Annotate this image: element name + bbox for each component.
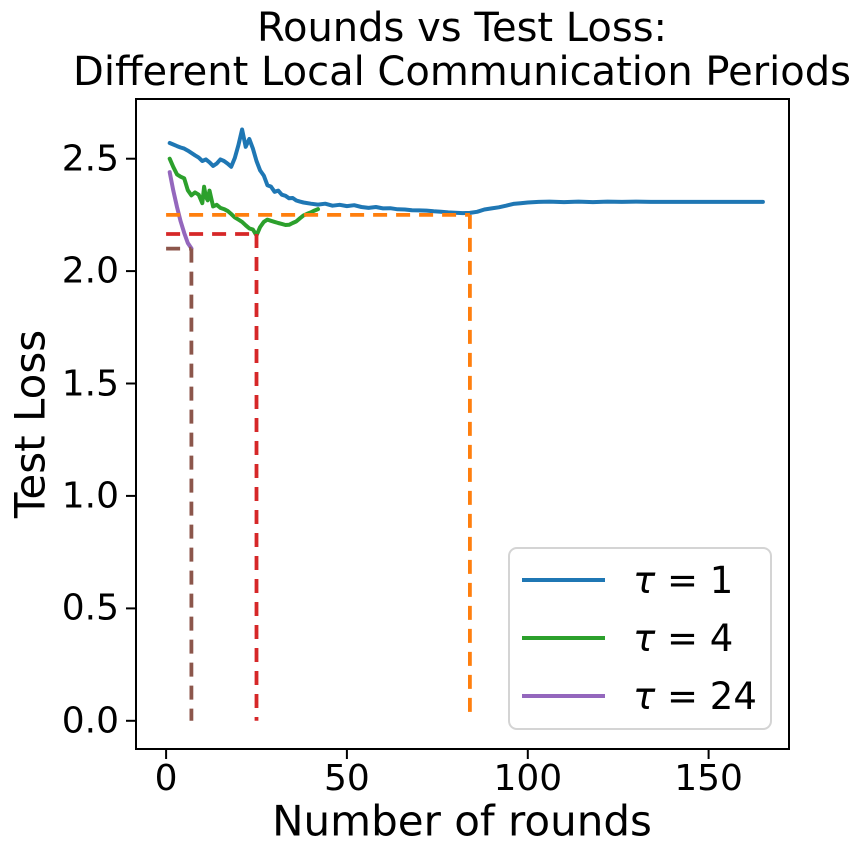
legend-label-text: = 24: [655, 674, 757, 718]
y-tick-label: 1.0: [61, 475, 119, 517]
y-tick-label: 0.0: [61, 700, 119, 742]
plot-svg: [126, 98, 790, 759]
y-tick-label: 0.5: [61, 587, 119, 629]
x-tick-label: 150: [674, 758, 743, 799]
y-tick-label: 2.5: [61, 138, 119, 180]
tau-symbol: τ: [633, 558, 656, 602]
legend-label-text: = 4: [655, 616, 734, 660]
legend-entry: τ = 4: [510, 609, 770, 667]
series-line-2: [167, 156, 320, 238]
x-tick-label: 0: [154, 758, 178, 799]
chart-title-line-2: Different Local Communication Periods: [73, 49, 851, 95]
plot-spines: [135, 98, 790, 750]
x-tick-label: 100: [493, 758, 563, 799]
legend-label: τ = 4: [633, 617, 733, 660]
legend-line-sample: [522, 578, 605, 582]
y-tick-label: 1.5: [61, 363, 119, 404]
legend-entry: τ = 24: [510, 667, 770, 725]
x-tick-label: 50: [323, 758, 370, 799]
legend-label: τ = 1: [633, 559, 733, 602]
tau-symbol: τ: [633, 616, 656, 660]
y-tick-label: 2.0: [61, 250, 119, 292]
legend-label-text: = 1: [655, 558, 734, 602]
legend-line-sample: [522, 636, 605, 640]
x-axis-label: Number of rounds: [272, 796, 652, 846]
series-line-3: [167, 170, 194, 251]
legend-label: τ = 24: [633, 675, 757, 718]
tau-symbol: τ: [633, 674, 656, 718]
series-line-1: [167, 127, 765, 216]
y-axis-label: Test Loss: [5, 329, 55, 519]
legend-entry: τ = 1: [510, 551, 770, 609]
chart-title-line-1: Rounds vs Test Loss:: [256, 5, 668, 51]
legend-line-sample: [522, 694, 605, 698]
